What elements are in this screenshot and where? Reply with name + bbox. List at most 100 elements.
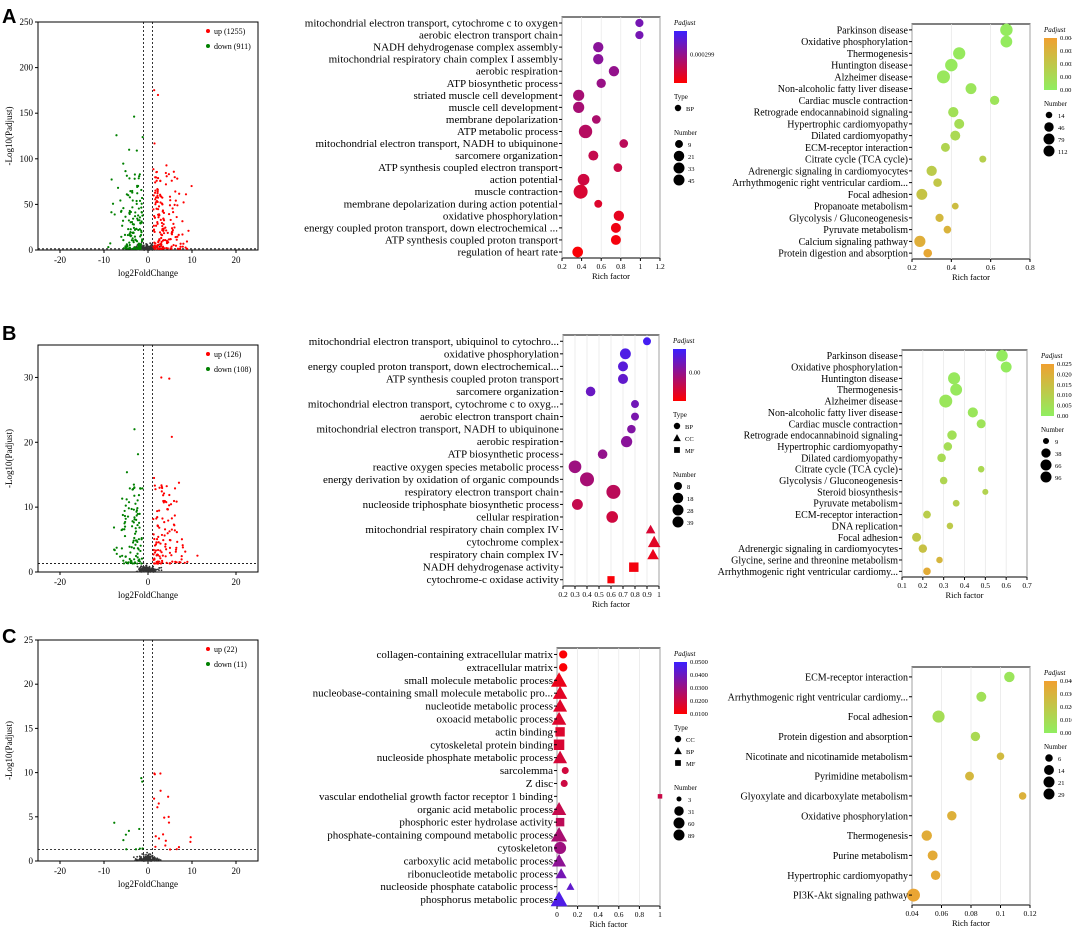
term-label: nucleoside phosphate catabolic process [380,881,553,893]
down-point [128,177,131,180]
up-point [169,218,172,222]
y-tick-label: 10 [24,502,34,512]
term-label: Citrate cycle (TCA cycle) [795,465,898,476]
color-legend-title: Padjust [1043,669,1066,677]
legend-marker [206,647,210,651]
down-point [125,498,128,501]
down-point [133,428,136,431]
x-tick-label: 0.6 [597,262,607,271]
down-point [140,202,143,205]
down-point [133,558,136,561]
x-tick-label: 0 [146,577,151,587]
term-label: sarcolemma [500,765,553,777]
down-point [138,512,141,515]
up-point [170,245,173,248]
x-tick-label: 1 [658,910,662,919]
down-point [131,231,134,235]
down-point [127,228,130,231]
type-marker [673,422,681,430]
up-point [163,520,166,524]
y-tick-label: 30 [24,372,34,382]
x-axis-label: Rich factor [946,590,984,600]
color-tick-label: 0.00 [1057,413,1068,420]
term-label: Glycine, serine and threonine metabolism [731,555,898,566]
up-point [159,789,162,792]
up-point [157,216,160,219]
down-point [141,214,144,217]
term-label: Protein digestion and absorption [778,732,908,743]
size-marker [674,806,684,816]
size-marker [1044,765,1054,775]
term-marker [558,663,568,672]
term-marker [555,817,565,827]
down-point [125,246,128,249]
term-marker [552,853,567,867]
term-label: organic acid metabolic process [417,804,553,816]
up-point [161,209,165,212]
term-label: Dilated cardiomyopathy [801,453,898,464]
down-point [137,207,140,210]
down-point [130,220,134,224]
up-point [163,534,166,537]
term-marker [1018,792,1027,800]
up-point [166,532,169,535]
up-point [167,821,171,824]
type-label: CC [686,737,695,744]
term-marker [935,213,944,222]
term-marker [551,672,568,687]
down-point [132,483,135,486]
term-marker [918,544,928,553]
size-marker [673,174,685,186]
up-point [196,554,199,557]
x-tick-label: 0.9 [642,590,652,599]
down-point [133,516,136,519]
size-marker [673,817,685,829]
down-point [134,527,137,530]
up-point [160,233,163,236]
up-point [171,230,174,234]
term-label: cytoskeletal protein binding [430,739,553,751]
x-axis-label: Rich factor [952,272,990,282]
up-point [170,179,173,182]
up-point [158,247,162,250]
down-point [136,453,140,456]
down-point [133,536,136,540]
up-point [164,171,167,175]
term-label: Thermogenesis [837,385,898,396]
ns-point [150,246,153,249]
term-label: Huntington disease [831,61,908,72]
color-tick-label: 0.0300 [1060,691,1072,698]
up-point [175,531,178,534]
down-point [115,552,118,555]
term-marker [943,442,953,451]
size-label: 60 [688,821,695,828]
up-point [154,488,157,491]
term-label: nucleoside triphosphate biosynthetic pro… [363,499,559,511]
term-marker [635,30,644,40]
term-label: Hypertrophic cardiomyopathy [787,871,908,882]
term-label: Adrenergic signaling in cardiomyocytes [748,166,908,177]
down-point [125,848,128,851]
up-point [181,546,185,549]
x-tick-label: 0.4 [960,581,970,590]
ns-point [145,248,148,251]
size-marker [672,504,684,516]
color-bar [673,349,686,401]
up-point [177,481,181,484]
up-point [158,486,161,489]
color-legend-title: Padjust [673,19,696,27]
up-point [155,179,158,182]
color-tick-label: 0.0100 [690,711,708,718]
size-label: 8 [687,484,690,491]
x-tick-label: 0.4 [594,910,604,919]
down-point [132,217,135,220]
term-label: sarcomere organization [456,386,559,398]
term-label: Thermogenesis [847,49,908,60]
legend-label: up (126) [214,350,242,359]
up-point [159,218,162,221]
term-label: Hypertrophic cardiomyopathy [787,119,908,130]
x-tick-label: 0.1 [897,581,907,590]
term-marker [1000,361,1012,373]
up-point [156,194,159,197]
